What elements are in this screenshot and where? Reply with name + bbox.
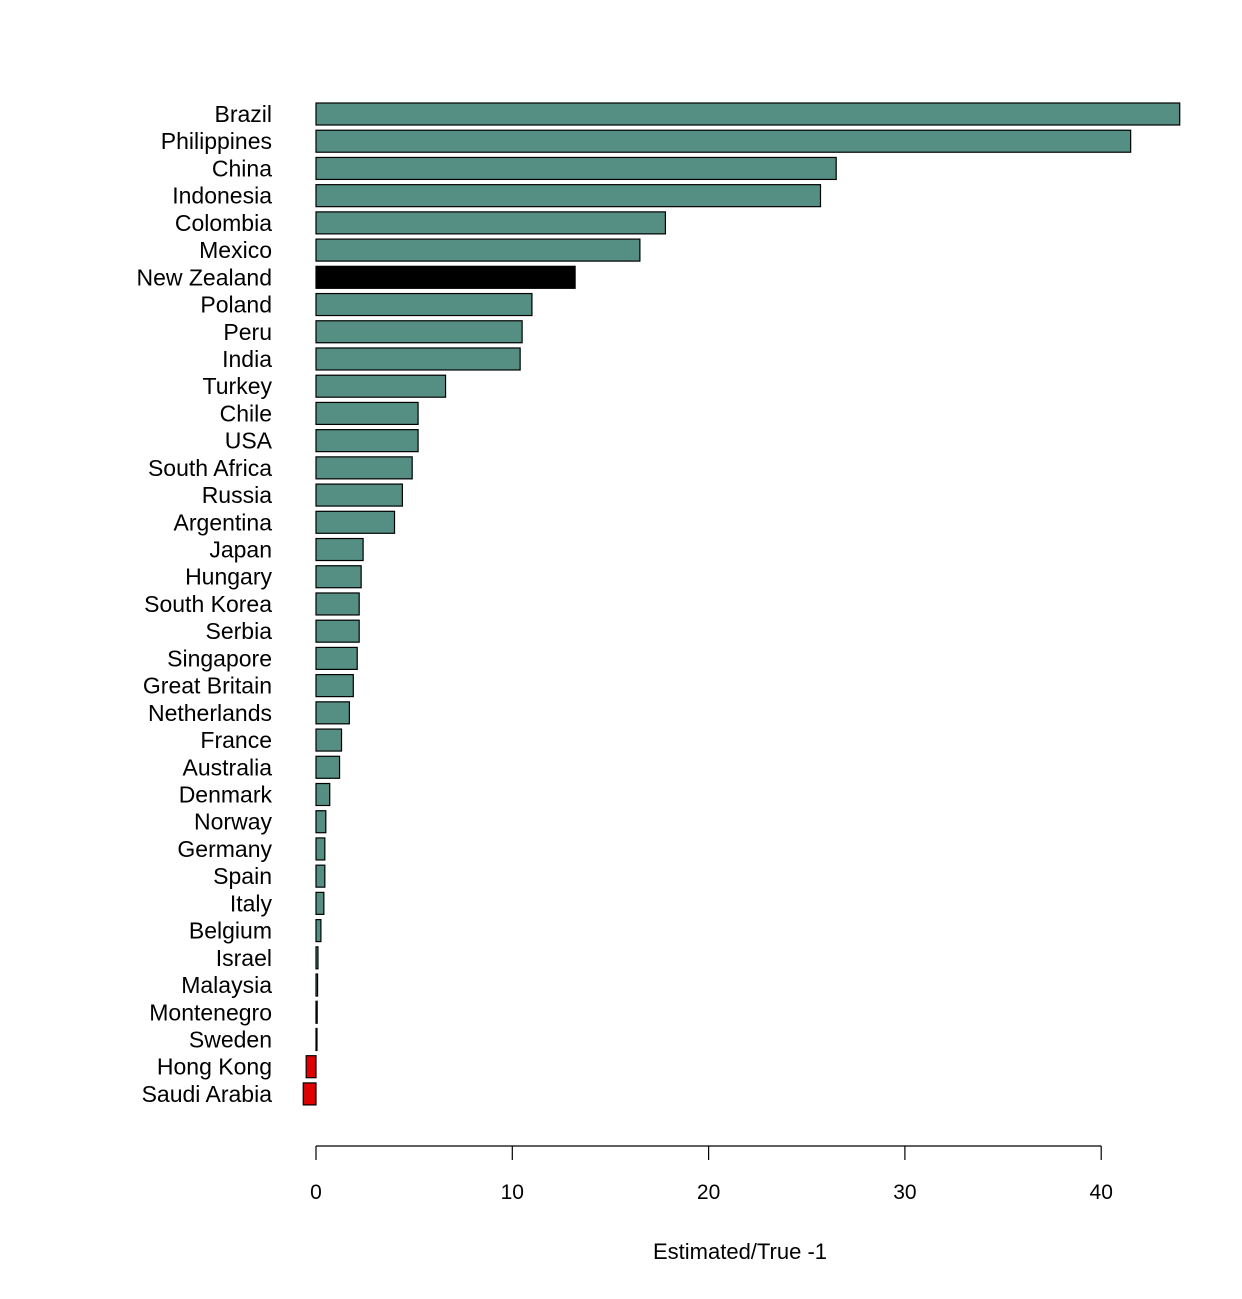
category-label-poland: Poland: [200, 292, 272, 318]
bar-japan: [315, 537, 364, 562]
category-label-indonesia: Indonesia: [172, 183, 272, 209]
bar-russia: [315, 483, 403, 507]
category-label-turkey: Turkey: [203, 373, 273, 399]
bar-china: [315, 156, 837, 181]
category-label-spain: Spain: [213, 863, 272, 889]
category-label-australia: Australia: [183, 754, 273, 780]
category-label-south-africa: South Africa: [148, 455, 272, 481]
bar-turkey: [315, 374, 447, 398]
x-tick-label-0: 0: [310, 1181, 322, 1204]
bar-usa: [315, 429, 419, 453]
bar-montenegro: [315, 1000, 318, 1024]
bar-poland: [315, 292, 533, 317]
bar-brazil: [315, 102, 1181, 126]
category-label-denmark: Denmark: [179, 782, 273, 808]
bar-netherlands: [315, 701, 350, 725]
category-label-belgium: Belgium: [189, 918, 272, 944]
category-label-saudi-arabia: Saudi Arabia: [142, 1081, 273, 1107]
x-tick-label-20: 20: [697, 1181, 720, 1204]
bar-spain: [315, 864, 326, 888]
category-label-hong-kong: Hong Kong: [157, 1054, 272, 1080]
category-label-colombia: Colombia: [175, 210, 272, 236]
category-label-argentina: Argentina: [174, 509, 273, 535]
category-label-new-zealand: New Zealand: [136, 264, 272, 290]
category-label-france: France: [200, 727, 272, 753]
bar-saudi-arabia: [302, 1082, 317, 1106]
bar-hong-kong: [305, 1055, 317, 1079]
bar-india: [315, 347, 521, 371]
bar-philippines: [315, 129, 1132, 153]
category-label-great-britain: Great Britain: [143, 673, 272, 699]
bar-south-africa: [315, 456, 413, 480]
bar-belgium: [315, 918, 322, 943]
category-label-mexico: Mexico: [199, 237, 272, 263]
category-label-germany: Germany: [177, 836, 272, 862]
category-label-south-korea: South Korea: [144, 591, 272, 617]
category-label-sweden: Sweden: [189, 1026, 272, 1052]
category-label-serbia: Serbia: [206, 618, 273, 644]
category-label-israel: Israel: [216, 945, 272, 971]
bar-hungary: [315, 565, 362, 589]
bar-peru: [315, 320, 523, 344]
bar-new-zealand: [315, 265, 576, 289]
bars: [302, 102, 1181, 1106]
category-label-usa: USA: [225, 428, 273, 454]
category-label-hungary: Hungary: [185, 564, 272, 590]
category-label-italy: Italy: [230, 890, 273, 916]
category-label-peru: Peru: [223, 319, 272, 345]
bar-malaysia: [315, 973, 319, 997]
category-label-malaysia: Malaysia: [181, 972, 272, 998]
bar-chile: [315, 401, 419, 426]
bar-italy: [315, 891, 325, 915]
x-tick-label-10: 10: [501, 1181, 524, 1204]
category-label-norway: Norway: [194, 809, 272, 835]
x-axis: 0 10 20 30 40: [310, 1145, 1113, 1204]
bar-germany: [315, 837, 326, 861]
bar-serbia: [315, 619, 360, 643]
x-axis-title: Estimated/True -1: [653, 1239, 827, 1264]
category-label-philippines: Philippines: [161, 128, 272, 154]
category-label-india: India: [222, 346, 272, 372]
category-label-chile: Chile: [220, 400, 272, 426]
bar-south-korea: [315, 592, 360, 616]
bar-great-britain: [315, 674, 354, 698]
bar-mexico: [315, 238, 641, 262]
category-label-montenegro: Montenegro: [149, 999, 272, 1025]
category-label-japan: Japan: [209, 537, 272, 563]
bar-france: [315, 728, 343, 752]
bar-australia: [315, 755, 341, 779]
category-label-singapore: Singapore: [167, 645, 272, 671]
x-tick-label-30: 30: [893, 1181, 916, 1204]
category-label-brazil: Brazil: [214, 101, 272, 127]
bar-indonesia: [315, 184, 822, 208]
category-label-china: China: [212, 155, 272, 181]
category-label-russia: Russia: [202, 482, 273, 508]
bar-denmark: [315, 782, 331, 807]
bar-sweden: [315, 1027, 318, 1052]
category-labels: BrazilPhilippinesChinaIndonesiaColombiaM…: [136, 101, 272, 1107]
bar-israel: [315, 946, 319, 970]
bar-argentina: [315, 510, 396, 534]
bar-norway: [315, 810, 327, 834]
x-tick-label-40: 40: [1090, 1181, 1113, 1204]
bar-colombia: [315, 211, 667, 235]
bar-singapore: [315, 646, 358, 671]
category-label-netherlands: Netherlands: [148, 700, 272, 726]
